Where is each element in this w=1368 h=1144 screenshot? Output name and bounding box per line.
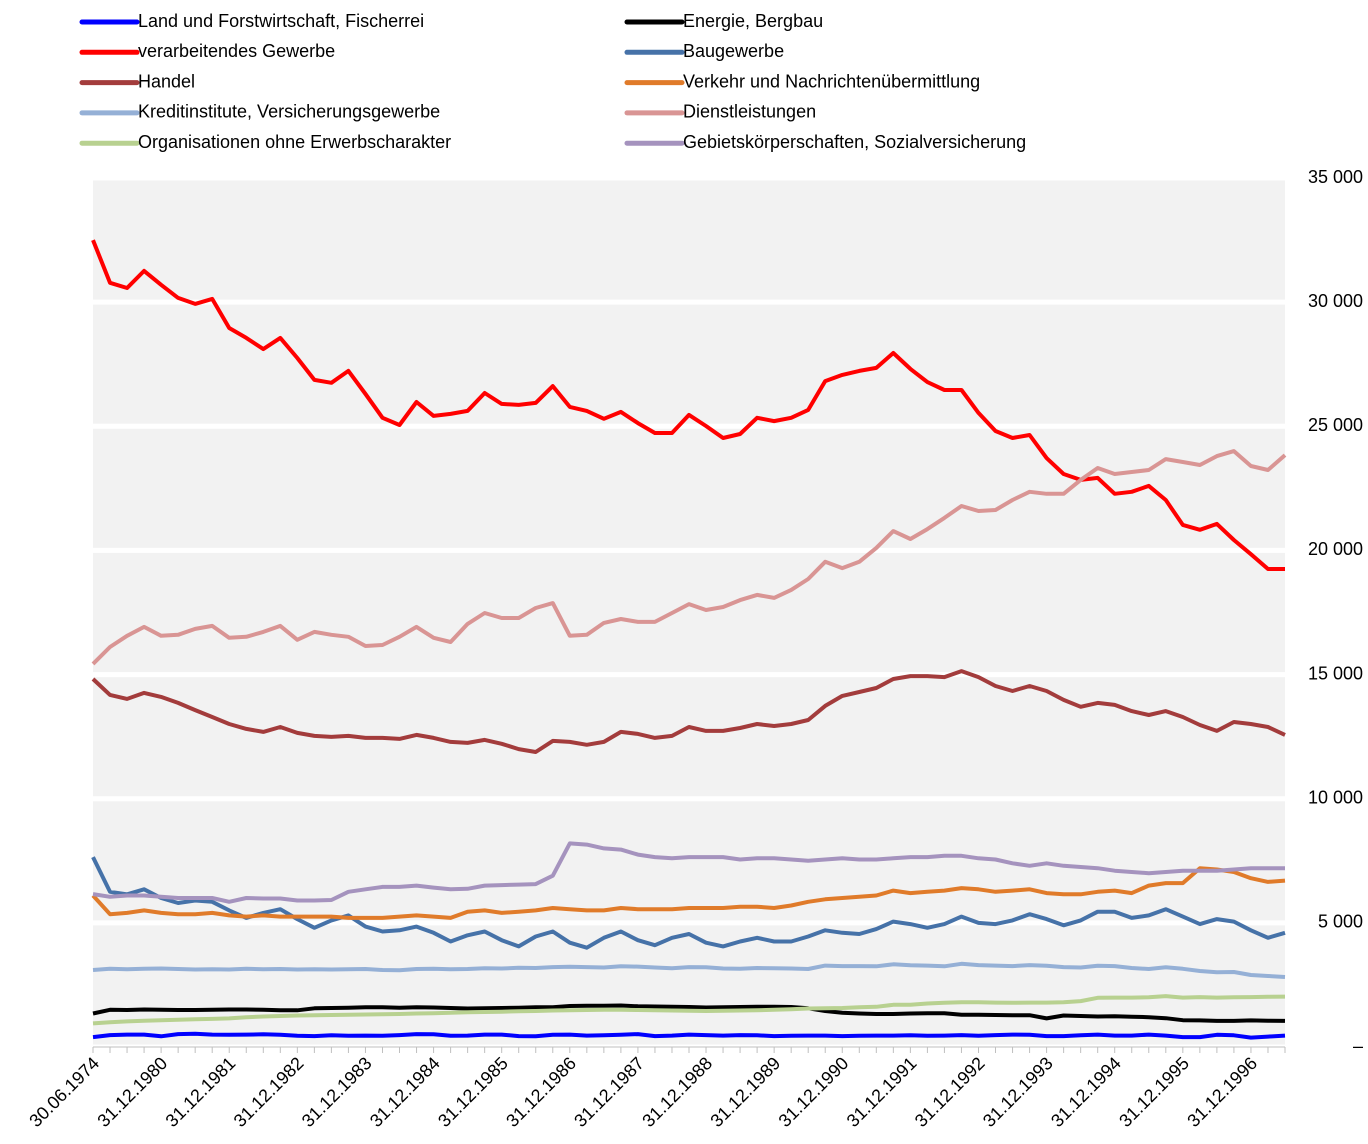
legend-label: Energie, Bergbau xyxy=(683,11,823,31)
y-tick-label: 10 000 xyxy=(1308,787,1363,807)
series-line xyxy=(92,1003,1286,1023)
legend-label: Verkehr und Nachrichtenübermittlung xyxy=(683,71,980,91)
series-line xyxy=(92,841,1285,904)
y-tick-label: 20 000 xyxy=(1308,539,1363,559)
x-tick-label: 31.12.1986 xyxy=(502,1053,580,1131)
series-line xyxy=(91,449,1287,666)
plot-background xyxy=(93,178,1285,1047)
legend-label: Dienstleistungen xyxy=(683,102,816,122)
legend-label: Baugewerbe xyxy=(683,41,784,61)
x-tick-label: 31.12.1989 xyxy=(706,1053,784,1131)
series-line xyxy=(91,866,1286,920)
series-line xyxy=(91,669,1286,754)
x-tick-label: 31.12.1983 xyxy=(298,1053,376,1131)
y-tick-label: 30 000 xyxy=(1308,291,1363,311)
legend-label: Organisationen ohne Erwerbscharakter xyxy=(138,132,451,152)
series-line xyxy=(92,994,1286,1026)
x-tick-label: 31.12.1991 xyxy=(843,1053,921,1131)
x-tick-label: 31.12.1990 xyxy=(775,1053,853,1131)
x-tick-label: 31.12.1987 xyxy=(570,1053,648,1131)
x-tick-label: 31.12.1981 xyxy=(162,1053,240,1131)
legend-label: Kreditinstitute, Versicherungsgewerbe xyxy=(138,102,440,122)
x-tick-label: 31.12.1982 xyxy=(230,1053,308,1131)
y-tick-label: – xyxy=(1353,1036,1363,1056)
legend-label: Gebietskörperschaften, Sozialversicherun… xyxy=(683,132,1026,152)
y-tick-label: 15 000 xyxy=(1308,663,1363,683)
x-tick-label: 31.12.1994 xyxy=(1047,1053,1125,1131)
x-tick-label: 30.06.1974 xyxy=(25,1053,103,1131)
series-line xyxy=(92,1031,1286,1040)
x-tick-label: 31.12.1993 xyxy=(979,1053,1057,1131)
legend-label: Land und Forstwirtschaft, Fischerrei xyxy=(138,11,424,31)
x-tick-label: 31.12.1980 xyxy=(93,1053,171,1131)
x-tick-label: 31.12.1995 xyxy=(1115,1053,1193,1131)
legend-label: Handel xyxy=(138,71,195,91)
series-line xyxy=(92,961,1286,979)
series-line xyxy=(91,239,1285,571)
x-tick-label: 31.12.1984 xyxy=(366,1053,444,1131)
legend-label: verarbeitendes Gewerbe xyxy=(138,41,335,61)
y-tick-label: 35 000 xyxy=(1308,167,1363,187)
x-tick-label: 31.12.1985 xyxy=(434,1053,512,1131)
x-tick-label: 31.12.1996 xyxy=(1183,1053,1261,1131)
x-tick-label: 31.12.1992 xyxy=(911,1053,989,1131)
x-tick-label: 31.12.1988 xyxy=(638,1053,716,1131)
y-tick-label: 5 000 xyxy=(1318,912,1363,932)
y-tick-label: 25 000 xyxy=(1308,415,1363,435)
